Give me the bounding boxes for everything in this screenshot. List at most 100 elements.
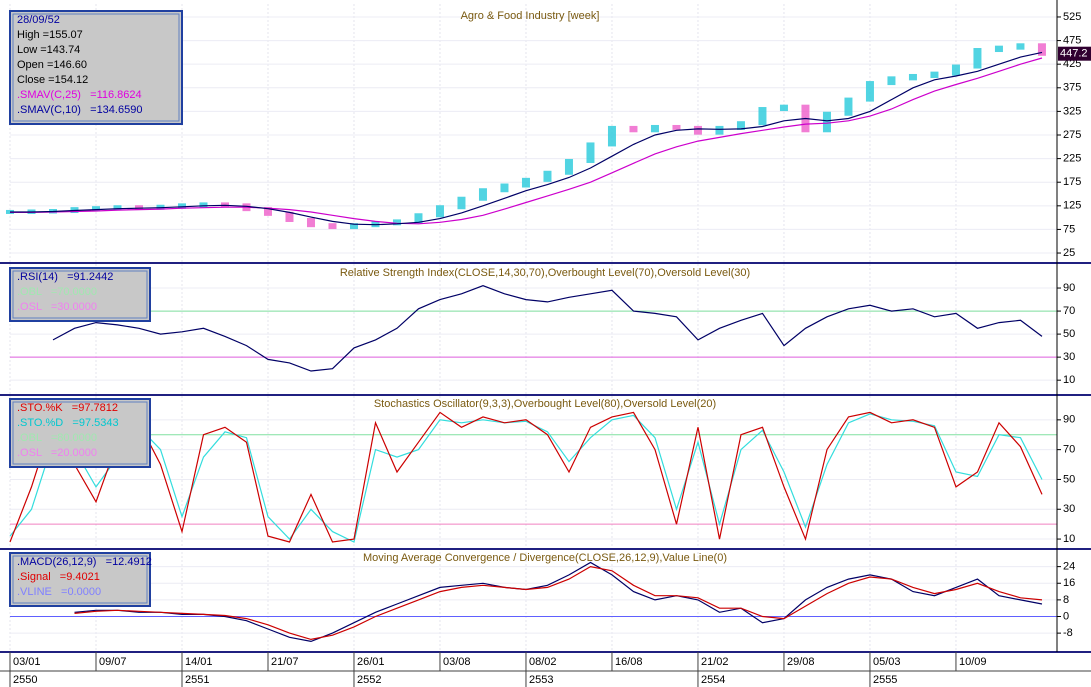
price-bar xyxy=(392,219,401,226)
current-value-label: 447.2 xyxy=(1060,48,1088,60)
price-bar xyxy=(457,196,466,210)
info-text: 28/09/52 xyxy=(17,14,60,26)
price-bar xyxy=(844,97,853,116)
x-tick-label: 14/01 xyxy=(185,656,213,668)
current-value-box xyxy=(1058,46,1091,61)
y-tick-label: -8 xyxy=(1063,627,1073,639)
y-tick-label: 0 xyxy=(1063,610,1069,622)
year-tick-label: 2550 xyxy=(13,674,37,686)
year-tick-label: 2554 xyxy=(701,674,725,686)
series-line xyxy=(74,561,1043,643)
info-text: .Signal =9.4021 xyxy=(17,571,100,583)
year-tick-label: 2552 xyxy=(357,674,381,686)
price-bar xyxy=(199,202,208,208)
year-tick-label: 2555 xyxy=(873,674,897,686)
price-bar xyxy=(607,125,616,147)
price-bar xyxy=(865,81,874,102)
price-bar xyxy=(521,177,530,188)
year-tick-label: 2551 xyxy=(185,674,209,686)
year-tick-label: 2553 xyxy=(529,674,553,686)
price-bar xyxy=(263,207,272,216)
price-bar xyxy=(349,223,358,230)
info-text: .RSI(14) =91.2442 xyxy=(17,271,113,283)
y-tick-label: 50 xyxy=(1063,328,1075,340)
y-tick-label: 225 xyxy=(1063,153,1081,165)
y-tick-label: 90 xyxy=(1063,282,1075,294)
price-bar xyxy=(435,205,444,218)
y-tick-label: 25 xyxy=(1063,247,1075,259)
x-tick-label: 08/02 xyxy=(529,656,557,668)
price-bar xyxy=(478,188,487,201)
x-tick-label: 03/08 xyxy=(443,656,471,668)
price-bar xyxy=(543,170,552,182)
info-text: .STO.%K =97.7812 xyxy=(17,402,118,414)
y-tick-label: 70 xyxy=(1063,305,1075,317)
y-tick-label: 90 xyxy=(1063,414,1075,426)
price-bar xyxy=(285,211,294,222)
series-line xyxy=(9,411,1043,543)
price-bar xyxy=(113,205,122,211)
y-tick-label: 30 xyxy=(1063,351,1075,363)
price-bar xyxy=(629,125,638,133)
info-box-inner xyxy=(12,13,180,122)
info-text: Open =146.60 xyxy=(17,59,87,71)
price-bar xyxy=(1016,43,1025,50)
info-text: .OBL =70.0000 xyxy=(17,286,97,298)
y-tick-label: 75 xyxy=(1063,223,1075,235)
x-tick-label: 29/08 xyxy=(787,656,815,668)
info-text: .OSL =30.0000 xyxy=(17,301,97,313)
price-bar xyxy=(715,125,724,135)
y-tick-label: 475 xyxy=(1063,34,1081,46)
price-bar xyxy=(994,45,1003,53)
panel-title: Agro & Food Industry [week] xyxy=(461,10,600,22)
price-bar xyxy=(91,206,100,212)
price-bar xyxy=(779,104,788,112)
x-tick-label: 21/07 xyxy=(271,656,299,668)
price-bar xyxy=(177,203,186,209)
y-tick-label: 30 xyxy=(1063,503,1075,515)
y-tick-label: 125 xyxy=(1063,200,1081,212)
series-line xyxy=(10,57,1043,225)
x-tick-label: 16/08 xyxy=(615,656,643,668)
y-tick-label: 525 xyxy=(1063,11,1081,23)
price-bar xyxy=(134,205,143,210)
x-tick-label: 09/07 xyxy=(99,656,127,668)
info-text: .OBL =80.0000 xyxy=(17,432,97,444)
series-line xyxy=(10,51,1043,226)
price-bar xyxy=(564,158,573,175)
info-text: Low =143.74 xyxy=(17,44,80,56)
price-bar xyxy=(586,142,595,163)
price-bar xyxy=(328,223,337,230)
info-text: Close =154.12 xyxy=(17,74,88,86)
series-line xyxy=(74,565,1043,641)
y-tick-label: 375 xyxy=(1063,82,1081,94)
info-text: .STO.%D =97.5343 xyxy=(17,417,119,429)
info-text: .SMAV(C,10) =134.6590 xyxy=(17,104,142,116)
panel-title: Stochastics Oscillator(9,3,3),Overbought… xyxy=(374,398,716,410)
y-tick-label: 175 xyxy=(1063,176,1081,188)
info-box xyxy=(9,398,151,468)
info-text: .VLINE =0.0000 xyxy=(17,586,101,598)
price-bar xyxy=(887,76,896,86)
y-tick-label: 425 xyxy=(1063,58,1081,70)
y-tick-label: 10 xyxy=(1063,533,1075,545)
y-tick-label: 16 xyxy=(1063,577,1075,589)
price-bar xyxy=(973,48,982,69)
y-tick-label: 8 xyxy=(1063,594,1069,606)
info-box-inner xyxy=(12,555,148,604)
info-box xyxy=(9,10,183,125)
price-bar xyxy=(930,71,939,78)
x-tick-label: 05/03 xyxy=(873,656,901,668)
price-bar xyxy=(736,121,745,130)
info-box-inner xyxy=(12,270,148,319)
info-box xyxy=(9,552,151,607)
price-bar xyxy=(1037,43,1046,56)
y-tick-label: 70 xyxy=(1063,444,1075,456)
y-tick-label: 325 xyxy=(1063,105,1081,117)
info-text: High =155.07 xyxy=(17,29,83,41)
price-bar xyxy=(693,125,702,135)
x-tick-label: 26/01 xyxy=(357,656,385,668)
price-bar xyxy=(822,111,831,133)
info-text: .SMAV(C,25) =116.8624 xyxy=(17,89,142,101)
